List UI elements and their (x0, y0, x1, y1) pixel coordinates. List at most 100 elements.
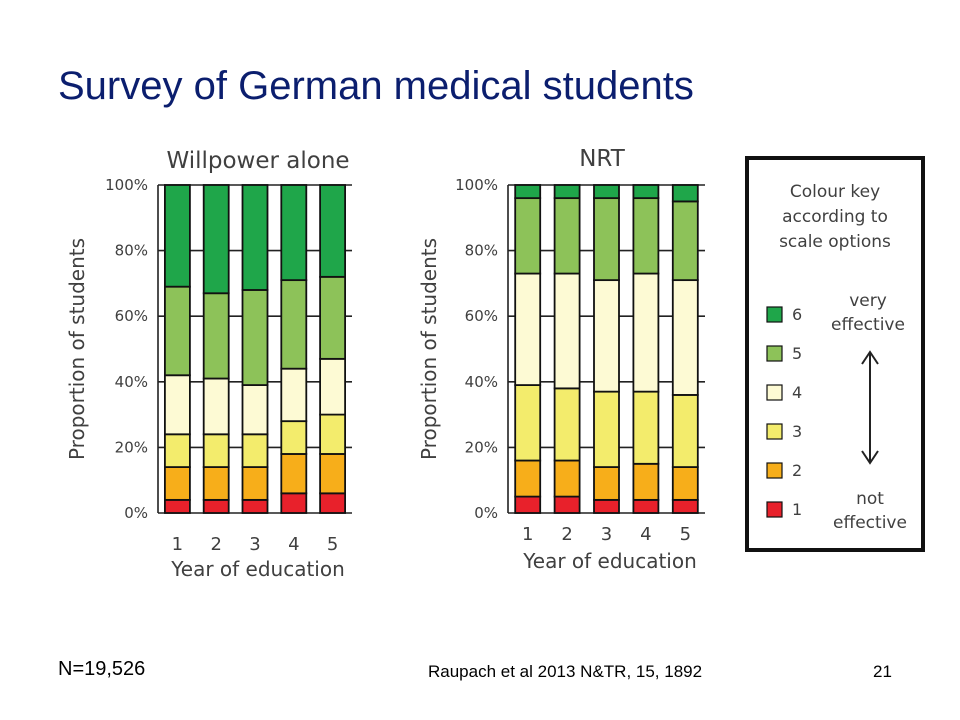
bar-segment (514, 184, 542, 200)
chart-title: Willpower alone (166, 148, 349, 174)
slide-title: Survey of German medical students (58, 64, 694, 108)
x-tick-label: 5 (680, 524, 691, 545)
bar-segment (671, 184, 699, 203)
bar-segment (671, 279, 699, 396)
legend-top-label: very (849, 291, 887, 311)
bar-segment (163, 184, 191, 288)
bar-segment (241, 498, 269, 514)
sample-size-note: N=19,526 (58, 658, 146, 680)
bar-segment (241, 384, 269, 436)
bar-segment (241, 433, 269, 468)
bar-segment (319, 453, 347, 495)
legend-bottom-label: effective (833, 513, 907, 533)
legend-swatch (766, 345, 783, 362)
bar-segment (241, 184, 269, 291)
x-tick-label: 4 (288, 534, 299, 555)
bar-segment (593, 197, 620, 282)
bar-segment (632, 197, 660, 275)
y-tick-label: 0% (474, 504, 498, 522)
y-tick-label: 0% (124, 504, 148, 522)
x-tick-label: 2 (210, 534, 221, 555)
bar-segment (241, 466, 269, 501)
bar-segment (632, 498, 660, 514)
page-number: 21 (873, 662, 892, 681)
bar-segment (671, 200, 699, 282)
legend-entry-label: 3 (792, 422, 802, 441)
x-tick-label: 3 (601, 524, 612, 545)
bar-segment (163, 466, 191, 501)
bar-segment (514, 384, 542, 462)
colour-key-legend: Colour key according to scale options 6 5 4 3 2… (745, 156, 925, 552)
legend-title-line: Colour key (790, 182, 880, 202)
arrow-head-down-icon (861, 450, 879, 465)
bar-segment (202, 466, 230, 501)
bar-segment (514, 272, 542, 386)
legend-swatch (766, 462, 783, 479)
legend-swatch (766, 423, 783, 440)
y-tick-label: 100% (455, 176, 498, 194)
bar-segment (163, 433, 191, 468)
bar-segment (553, 197, 581, 275)
bar-segment (319, 275, 347, 360)
bar-segment (163, 285, 191, 377)
x-tick-label: 1 (172, 534, 183, 555)
chart-willpower-alone: Willpower alone 0% 20% 40% 60% 80% 100% Proport… (65, 148, 352, 581)
bar-segment (202, 433, 230, 468)
bar-segment (280, 492, 308, 514)
bar-segment (553, 495, 581, 514)
bar-segment (202, 498, 230, 514)
x-tick-label: 5 (327, 534, 338, 555)
legend-swatch (766, 306, 783, 323)
legend-entry-label: 2 (792, 461, 802, 480)
x-tick-label: 3 (249, 534, 260, 555)
bar-segment (632, 462, 660, 501)
bar-segment (632, 390, 660, 465)
bar-segment (202, 292, 230, 380)
bar-segment (319, 492, 347, 514)
bar-segment (514, 459, 542, 498)
bar-segment (514, 495, 542, 514)
legend-entry-label: 5 (792, 344, 802, 363)
legend-title-line: according to (782, 207, 888, 227)
y-tick-label: 40% (115, 373, 148, 391)
legend-bottom-label: not (856, 489, 884, 509)
citation: Raupach et al 2013 N&TR, 15, 1892 (428, 662, 703, 681)
bar-segment (319, 357, 347, 416)
y-tick-label: 80% (115, 242, 148, 260)
bar-segment (280, 420, 308, 455)
x-tick-label: 4 (640, 524, 651, 545)
x-tick-label: 1 (522, 524, 533, 545)
x-axis-label: Year of education (170, 557, 345, 581)
legend-entry-label: 4 (792, 383, 802, 402)
legend-swatch (766, 384, 783, 401)
y-tick-label: 60% (465, 307, 498, 325)
bar-segment (593, 279, 620, 393)
bar-segment (319, 184, 347, 278)
arrow-head-up-icon (861, 350, 879, 365)
chart-nrt: NRT 0% 20% 40% 60% 80% 100% Proportion of stude… (417, 146, 705, 573)
bar-segment (593, 184, 620, 200)
y-tick-label: 80% (465, 242, 498, 260)
bar-segment (553, 459, 581, 498)
bar-segment (671, 498, 699, 514)
legend-top-label: effective (831, 315, 905, 335)
bar-segment (553, 184, 581, 200)
bar-segment (671, 394, 699, 468)
bar-segment (553, 387, 581, 462)
bar-segment (280, 453, 308, 495)
bar-segment (593, 466, 620, 501)
bar-segment (671, 466, 699, 501)
legend-swatch (766, 501, 783, 518)
y-tick-label: 100% (105, 176, 148, 194)
y-tick-label: 20% (465, 438, 498, 456)
bar-segment (593, 390, 620, 468)
bar-segment (319, 413, 347, 455)
bar-segment (163, 374, 191, 436)
bar-segment (280, 279, 308, 370)
bar-segment (553, 272, 581, 390)
y-tick-label: 60% (115, 307, 148, 325)
y-tick-label: 20% (115, 438, 148, 456)
bar-segment (514, 197, 542, 275)
x-axis-label: Year of education (522, 549, 697, 573)
